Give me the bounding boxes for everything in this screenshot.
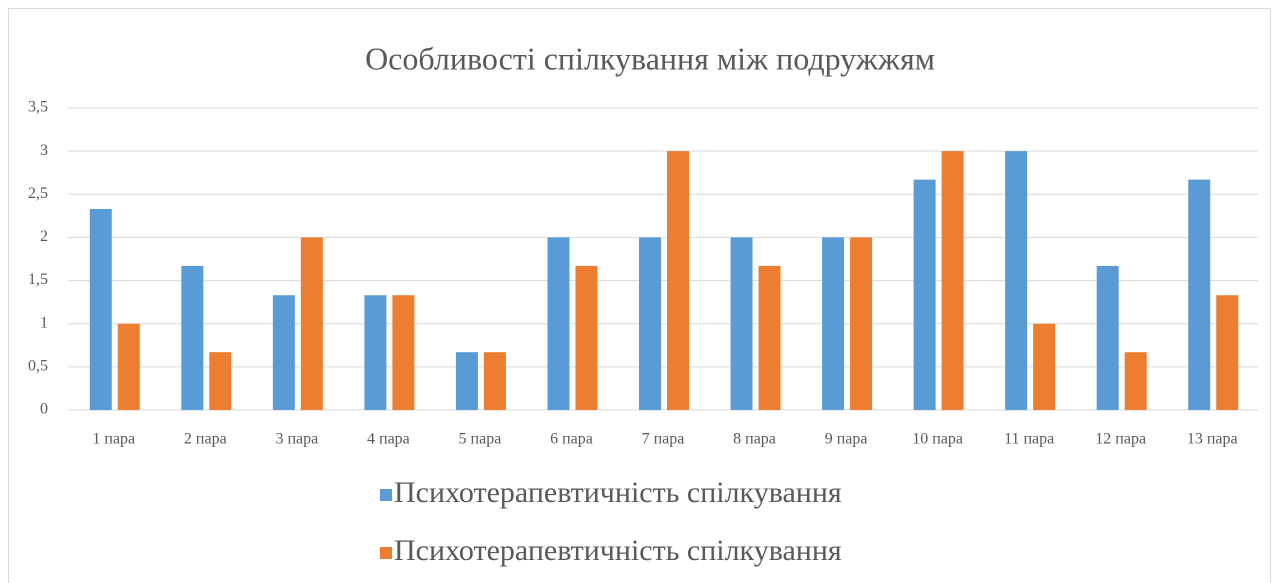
- bar: [547, 237, 570, 410]
- bar: [913, 179, 936, 410]
- bar: [89, 208, 112, 410]
- bar: [181, 265, 204, 410]
- y-tick-label: 0: [40, 401, 48, 418]
- x-tick-label: 3 пара: [275, 431, 318, 448]
- y-tick-label: 3,5: [28, 99, 48, 116]
- bar: [758, 265, 781, 410]
- bar: [364, 295, 387, 410]
- x-tick-label: 11 пара: [1004, 431, 1054, 448]
- bar: [822, 237, 845, 410]
- bar: [483, 352, 506, 410]
- x-tick-label: 6 пара: [550, 431, 593, 448]
- y-tick-label: 3: [40, 142, 48, 159]
- x-tick-label: 2 пара: [184, 431, 227, 448]
- bar: [850, 237, 873, 410]
- x-tick-label: 12 пара: [1095, 431, 1146, 448]
- bar: [1096, 265, 1119, 410]
- x-tick-label: 13 пара: [1187, 431, 1238, 448]
- x-tick-label: 4 пара: [367, 431, 410, 448]
- bar: [575, 265, 598, 410]
- bar: [209, 352, 232, 410]
- bar: [1033, 323, 1056, 410]
- y-tick-label: 0,5: [28, 358, 48, 375]
- x-tick-label: 1 пара: [92, 431, 135, 448]
- bar: [1005, 151, 1028, 410]
- legend-swatch: [380, 489, 392, 501]
- bar: [300, 237, 323, 410]
- chart-title: Особливості спілкування між подружжям: [365, 40, 935, 76]
- bar: [272, 295, 295, 410]
- bar: [1216, 295, 1239, 410]
- legend-swatch: [380, 547, 392, 559]
- bar: [639, 237, 661, 410]
- y-tick-label: 2: [40, 228, 48, 245]
- legend-label: Психотерапевтичність спілкування: [394, 476, 842, 509]
- y-tick-label: 1,5: [28, 271, 48, 288]
- bar: [941, 151, 964, 410]
- bar: [392, 295, 415, 410]
- x-tick-label: 8 пара: [733, 431, 776, 448]
- x-tick-label: 5 пара: [459, 431, 502, 448]
- bar: [455, 352, 478, 410]
- bar: [1188, 179, 1211, 410]
- x-tick-label: 10 пара: [912, 431, 963, 448]
- x-tick-label: 9 пара: [825, 431, 868, 448]
- bar: [667, 151, 689, 410]
- bar: [730, 237, 753, 410]
- legend-label: Психотерапевтичність спілкування: [394, 534, 842, 567]
- y-tick-label: 1: [40, 314, 48, 331]
- bar: [117, 323, 140, 410]
- bar: [1124, 352, 1147, 410]
- x-tick-label: 7 пара: [642, 431, 685, 448]
- y-tick-label: 2,5: [28, 185, 48, 202]
